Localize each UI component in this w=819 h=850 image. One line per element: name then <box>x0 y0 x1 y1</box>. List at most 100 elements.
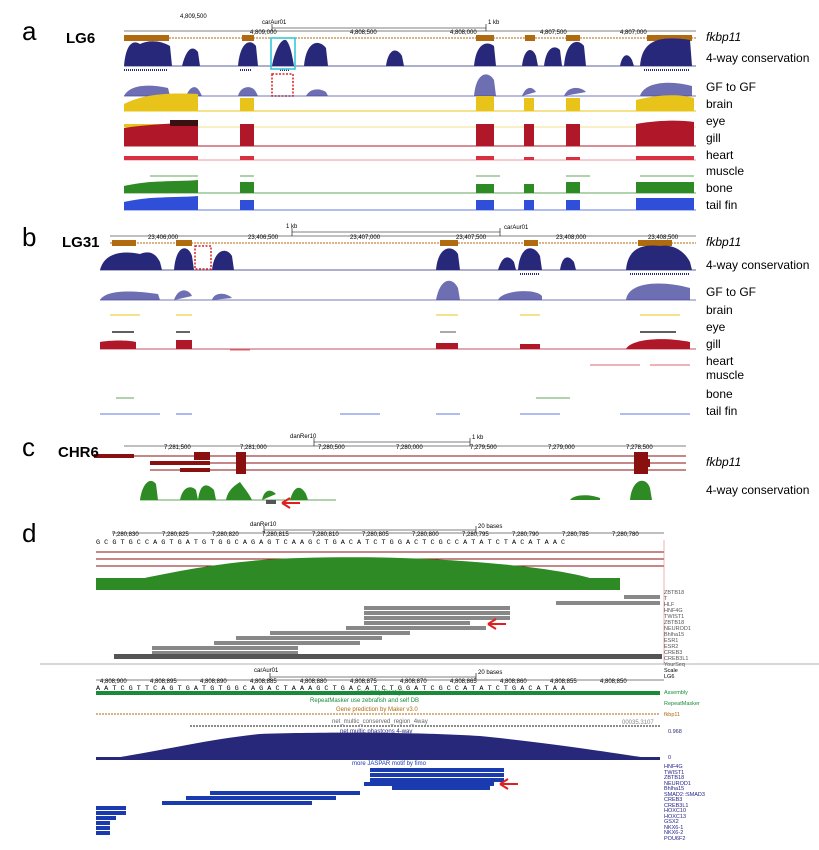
panel-b-track-label-brain: brain <box>706 303 733 317</box>
panel-b-track-label-heart: heart <box>706 354 734 368</box>
panel-a-heart-track <box>124 156 696 161</box>
panel-d-bottom-chrom: LG6 <box>664 674 675 680</box>
tf-label: CREB3 <box>664 797 683 803</box>
panel-a-track-label-heart: heart <box>706 148 734 162</box>
panel-d-bottom-scale-word: Scale <box>664 668 678 674</box>
panel-b-track-label-tailfin: tail fin <box>706 404 738 418</box>
tf-label: TWIST1 <box>664 614 685 620</box>
panel-d-top-tf-motifs <box>114 595 662 659</box>
panel-a-highlight-box <box>270 37 296 70</box>
panel-d-bottom-coord: 4,808,860 <box>500 679 527 685</box>
panel-b-letter: b <box>22 222 37 252</box>
panel-d-bottom-red-arrow <box>499 778 518 790</box>
panel-d-top-coord: 7,280,795 <box>462 532 489 538</box>
panel-d-letter: d <box>22 518 37 548</box>
panel-b-scale: 1 kb <box>286 224 298 230</box>
panel-b-dashed-box <box>194 245 212 270</box>
panel-d-bottom-track-title-jaspar: more JASPAR motif by fimo <box>352 761 426 767</box>
panel-d-bottom-coord: 4,808,855 <box>550 679 577 685</box>
panel-b-coord-3: 23,407,000 <box>350 235 381 241</box>
panel-a-track-label-gf: GF to GF <box>706 80 757 94</box>
tf-label: NKX6-1 <box>664 824 684 831</box>
panel-c-chrom: CHR6 <box>58 444 99 461</box>
panel-b-ruler <box>110 228 696 237</box>
panel-b-coord-4: 23,407,500 <box>456 235 487 241</box>
tf-label: Bhlha15 <box>664 632 685 638</box>
panel-a-track-label-eye: eye <box>706 114 726 128</box>
panel-d-top-coord: 7,280,815 <box>262 532 289 538</box>
tf-label: ZBTB18 <box>664 590 685 596</box>
panel-d-top-assembly: danRer10 <box>250 522 277 528</box>
panel-a-dashed-box <box>271 73 294 97</box>
panel-d-top-coord: 7,280,800 <box>412 532 439 538</box>
tf-label: Bhlha15 <box>664 786 685 792</box>
panel-a-gill-track <box>124 120 696 147</box>
tf-label: CREB3L1 <box>664 656 689 662</box>
panel-d-top-coord: 7,280,780 <box>612 532 639 538</box>
panel-d-top-coord: 7,280,830 <box>112 532 139 538</box>
panel-b-gill-track <box>100 339 696 350</box>
panel-a-bone-track <box>124 180 696 194</box>
panel-b-coord-2: 23,406,500 <box>248 235 279 241</box>
panel-a-track-label-conservation: 4-way conservation <box>706 51 810 65</box>
panel-d-bottom-coord: 4,808,885 <box>250 679 277 685</box>
panel-d-top-scale: 20 bases <box>478 524 503 530</box>
tf-label: SMAD2::SMAD3 <box>664 791 705 798</box>
panel-d-top-coords: 7,280,830 7,280,825 7,280,820 7,280,815 … <box>112 532 664 540</box>
panel-c-coord-7: 7,278,500 <box>626 445 653 451</box>
panel-d-top-coord: 7,280,790 <box>512 532 539 538</box>
tf-label: CREB3 <box>664 650 683 656</box>
panel-d-bottom-track-title-phastcons: net multic phastcons 4-way <box>340 729 413 735</box>
panel-b-track-label-gf: GF to GF <box>706 285 757 299</box>
panel-d-bottom-assembly: carAur01 <box>254 668 279 674</box>
panel-d-bottom-track-title-cons-region: net_multic_conserved_region_4way <box>332 719 428 725</box>
panel-c-coord-4: 7,280,000 <box>396 445 423 451</box>
panel-c-red-arrow <box>281 497 300 509</box>
panel-b-coord-1: 23,406,000 <box>148 235 179 241</box>
panel-b-assembly: carAur01 <box>504 225 529 231</box>
panel-d-top-conservation <box>96 540 665 665</box>
panel-c-coord-3: 7,280,500 <box>318 445 345 451</box>
panel-d-top-coord: 7,280,810 <box>312 532 339 538</box>
panel-d-bottom-coords: 4,808,900 4,808,895 4,808,890 4,808,885 … <box>100 679 660 687</box>
panel-d-bottom-ruler <box>96 673 664 681</box>
panel-a-track-label-bone: bone <box>706 181 733 195</box>
panel-d-bottom-scale: 20 bases <box>478 670 503 676</box>
panel-c-coord-6: 7,279,000 <box>548 445 575 451</box>
panel-d-bottom-phastcons <box>96 732 660 760</box>
panel-a-assembly: carAur01 <box>262 20 287 26</box>
panel-d-bottom-label-max: 0.968 <box>668 729 682 735</box>
panel-d-bottom-label-repeatmasker: RepeatMasker <box>664 701 700 707</box>
panel-d-bottom-label-gene: fkbp11 <box>664 712 681 718</box>
panel-b-coord-5: 23,408,000 <box>556 235 587 241</box>
panel-c-ruler <box>124 438 686 447</box>
panel-a-gf-track <box>124 74 696 97</box>
tf-label: HNF4G <box>664 764 683 770</box>
panel-d-bottom-label-assembly: Assembly <box>664 690 688 696</box>
panel-a-track-label-fkbp11: fkbp11 <box>706 30 742 44</box>
tf-label: ESR1 <box>664 638 679 644</box>
panel-d-top-coord: 7,280,825 <box>162 532 189 538</box>
panel-a-coord-6: 4,807,000 <box>620 30 647 36</box>
panel-b-track-label-bone: bone <box>706 387 733 401</box>
panel-b-gene-model <box>110 240 696 246</box>
panel-a-coord-2: 4,809,000 <box>250 30 277 36</box>
panel-d-bottom-coord: 4,808,870 <box>400 679 427 685</box>
panel-a-tailfin-track <box>124 196 696 211</box>
panel-c-assembly: danRer10 <box>290 434 317 440</box>
panel-b-conservation-track <box>100 245 696 275</box>
panel-d-bottom-tf-motifs <box>96 768 518 835</box>
panel-b-track-label-eye: eye <box>706 320 726 334</box>
tf-label: HNF4G <box>664 608 683 614</box>
panel-a-track-label-muscle: muscle <box>706 164 745 178</box>
panel-d-top-red-arrow <box>487 618 506 630</box>
panel-d-bottom-assembly <box>96 691 660 695</box>
tf-label: ESR2 <box>664 644 679 650</box>
panel-c-conservation-track <box>140 480 652 509</box>
panel-b-gf-track <box>100 280 696 301</box>
tf-label: TWIST1 <box>664 769 685 776</box>
panel-d-bottom-coord: 4,808,880 <box>300 679 327 685</box>
panel-d-bottom-coord: 4,808,850 <box>600 679 627 685</box>
tf-label: HLF <box>664 602 675 608</box>
